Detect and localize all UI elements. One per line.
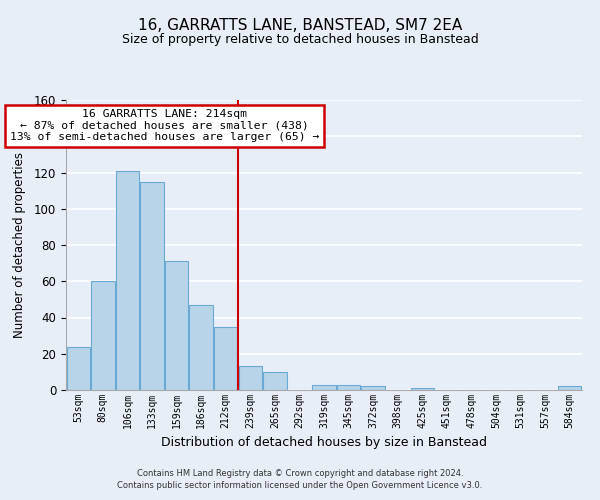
Bar xyxy=(140,182,164,390)
Bar xyxy=(214,326,238,390)
Bar xyxy=(165,262,188,390)
Text: Contains public sector information licensed under the Open Government Licence v3: Contains public sector information licen… xyxy=(118,481,482,490)
X-axis label: Distribution of detached houses by size in Banstead: Distribution of detached houses by size … xyxy=(161,436,487,450)
Bar xyxy=(313,384,335,390)
Bar xyxy=(558,386,581,390)
Text: 16 GARRATTS LANE: 214sqm
← 87% of detached houses are smaller (438)
13% of semi-: 16 GARRATTS LANE: 214sqm ← 87% of detach… xyxy=(10,109,319,142)
Bar xyxy=(190,305,213,390)
Bar xyxy=(116,170,139,390)
Bar xyxy=(91,281,115,390)
Bar xyxy=(67,346,90,390)
Text: Size of property relative to detached houses in Banstead: Size of property relative to detached ho… xyxy=(122,32,478,46)
Y-axis label: Number of detached properties: Number of detached properties xyxy=(13,152,26,338)
Bar xyxy=(337,384,360,390)
Text: Contains HM Land Registry data © Crown copyright and database right 2024.: Contains HM Land Registry data © Crown c… xyxy=(137,468,463,477)
Bar xyxy=(239,366,262,390)
Text: 16, GARRATTS LANE, BANSTEAD, SM7 2EA: 16, GARRATTS LANE, BANSTEAD, SM7 2EA xyxy=(138,18,462,32)
Bar xyxy=(410,388,434,390)
Bar xyxy=(361,386,385,390)
Bar xyxy=(263,372,287,390)
